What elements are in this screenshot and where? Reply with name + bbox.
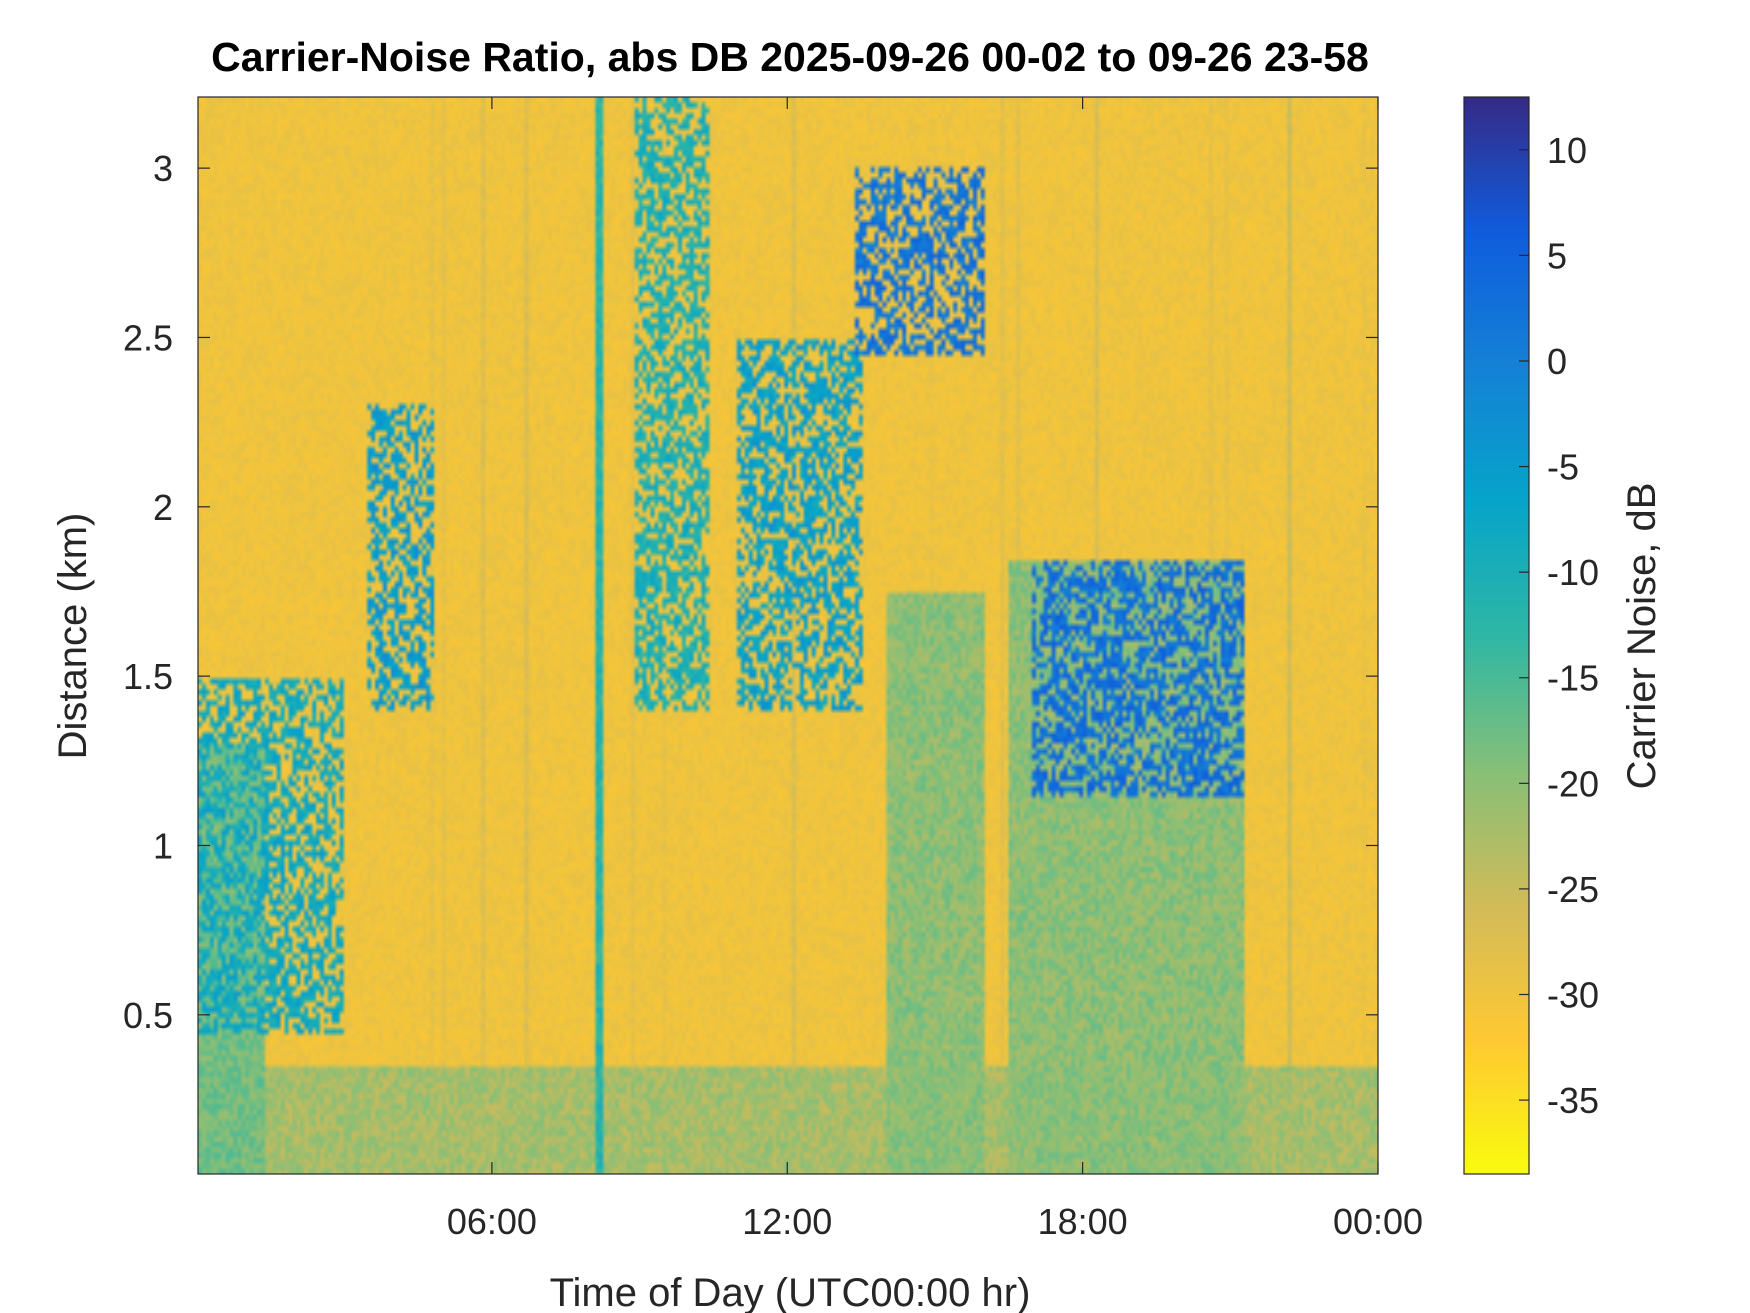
x-tick-label: 12:00 <box>742 1201 832 1242</box>
x-tick-label: 00:00 <box>1333 1201 1423 1242</box>
colorbar-tick-label: -10 <box>1547 552 1599 593</box>
y-tick-label: 1 <box>153 825 173 866</box>
x-tick-label: 18:00 <box>1038 1201 1128 1242</box>
colorbar-tick-label: -15 <box>1547 658 1599 699</box>
x-tick-label: 06:00 <box>447 1201 537 1242</box>
y-axis-label: Distance (km) <box>51 513 95 760</box>
colorbar-tick-label: 0 <box>1547 341 1567 382</box>
y-tick-label: 2 <box>153 487 173 528</box>
colorbar-tick-label: 5 <box>1547 235 1567 276</box>
x-axis: 06:00 12:00 18:00 00:00 <box>447 97 1423 1242</box>
y-tick-label: 2.5 <box>123 317 173 358</box>
y-axis: 0.5 1 1.5 2 2.5 3 <box>123 148 1378 1036</box>
colorbar-ticks: 10 5 0 -5 -10 -15 -20 -25 -30 -35 <box>1519 130 1599 1121</box>
colorbar-label: Carrier Noise, dB <box>1620 483 1664 790</box>
x-axis-label: Time of Day (UTC00:00 hr) <box>550 1271 1031 1313</box>
heatmap-plot-area <box>198 97 1378 1174</box>
colorbar-tick-label: 10 <box>1547 130 1587 171</box>
colorbar-tick-label: -20 <box>1547 763 1599 804</box>
y-tick-label: 3 <box>153 148 173 189</box>
colorbar-tick-label: -30 <box>1547 975 1599 1016</box>
y-tick-label: 0.5 <box>123 995 173 1036</box>
colorbar-tick-label: -25 <box>1547 869 1599 910</box>
colorbar-tick-label: -35 <box>1547 1080 1599 1121</box>
chart-title: Carrier-Noise Ratio, abs DB 2025-09-26 0… <box>211 34 1369 80</box>
plot-frame <box>197 96 1379 1175</box>
y-tick-label: 1.5 <box>123 656 173 697</box>
colorbar <box>1463 96 1530 1175</box>
heatmap-raster <box>198 97 1378 1174</box>
colorbar-tick-label: -5 <box>1547 447 1579 488</box>
